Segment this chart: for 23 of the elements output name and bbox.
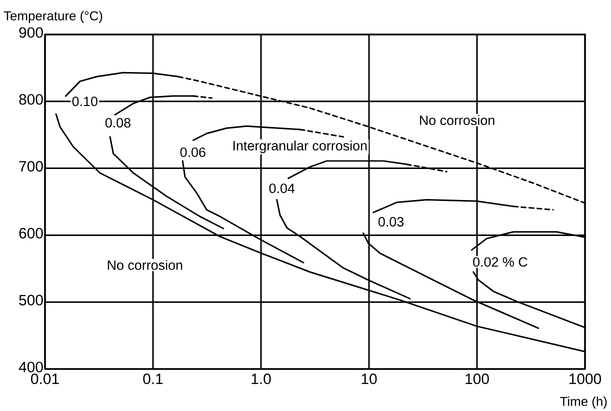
annotation: No corrosion [420, 115, 494, 126]
annotation: 0.08 [105, 118, 130, 128]
x-tick-label: 1.0 [252, 374, 271, 384]
y-tick-label: 700 [19, 161, 43, 172]
y-tick-label: 800 [19, 94, 43, 105]
y-tick-label: 400 [18, 362, 43, 372]
annotation: 0.06 [180, 147, 206, 157]
x-axis-title: Time (h) [560, 396, 607, 409]
annotation: 0.02 % C [473, 257, 528, 267]
x-tick-label: 0.01 [31, 374, 59, 384]
x-tick-label: 0.1 [143, 374, 163, 384]
x-tick-label: 1000 [570, 374, 602, 384]
x-tick-label: 100 [466, 374, 489, 384]
y-tick-label: 600 [19, 228, 43, 238]
y-tick-label: 900 [19, 27, 43, 38]
annotation: 0.04 [269, 184, 295, 194]
annotation: 0.10 [72, 96, 98, 106]
annotation: 0.03 [378, 217, 404, 227]
y-axis-title: Temperature (°C) [4, 10, 102, 23]
annotation: No corrosion [108, 260, 182, 270]
y-tick-label: 500 [19, 294, 43, 306]
annotation: Intergranular corrosion [233, 140, 367, 154]
x-tick-label: 10 [362, 374, 377, 384]
